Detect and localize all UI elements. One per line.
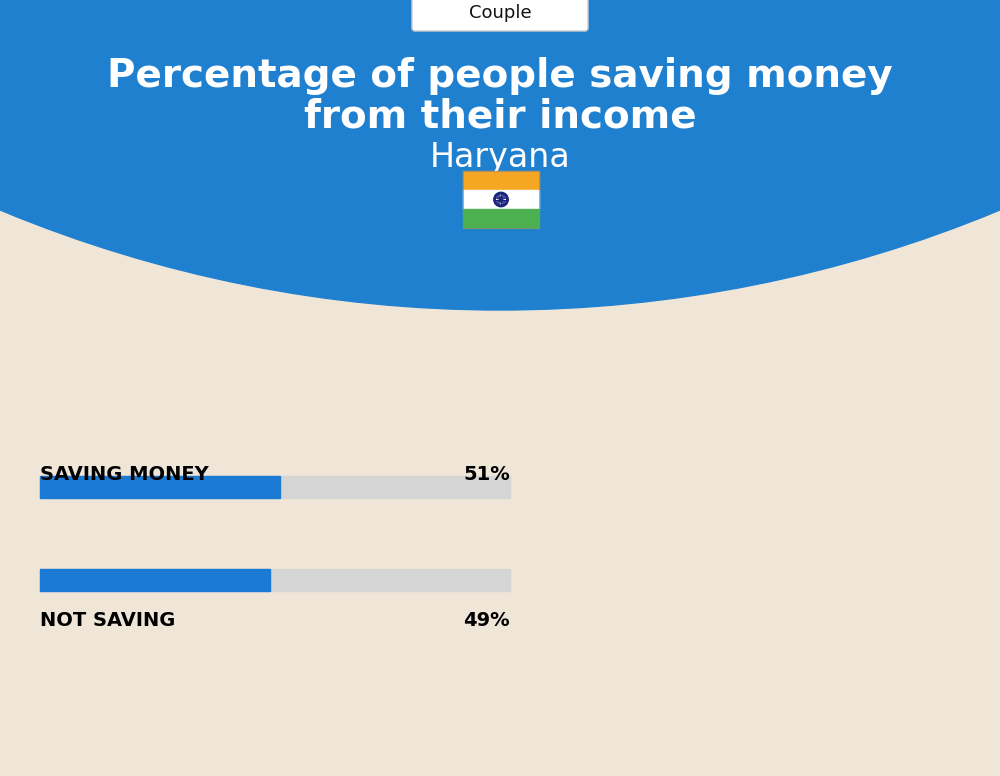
Bar — [463, 171, 539, 228]
Text: 49%: 49% — [463, 611, 510, 630]
Bar — [463, 190, 539, 209]
Bar — [40, 569, 270, 591]
Text: SAVING MONEY: SAVING MONEY — [40, 465, 209, 483]
Circle shape — [0, 0, 1000, 310]
Circle shape — [494, 192, 508, 206]
Circle shape — [497, 196, 505, 204]
Bar — [40, 569, 510, 591]
Text: Haryana: Haryana — [430, 141, 570, 175]
Text: Couple: Couple — [469, 4, 531, 22]
Bar — [40, 476, 510, 498]
Text: NOT SAVING: NOT SAVING — [40, 611, 175, 630]
Bar — [463, 209, 539, 228]
FancyBboxPatch shape — [412, 0, 588, 31]
Text: Percentage of people saving money: Percentage of people saving money — [107, 57, 893, 95]
Text: from their income: from their income — [304, 97, 696, 135]
Bar — [40, 476, 280, 498]
Bar — [463, 171, 539, 190]
Circle shape — [500, 199, 502, 200]
Text: 51%: 51% — [463, 465, 510, 483]
